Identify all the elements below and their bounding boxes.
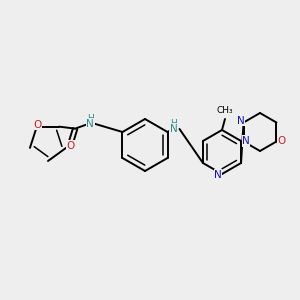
Text: N: N (242, 136, 250, 146)
Text: N: N (86, 118, 94, 129)
Text: O: O (277, 136, 286, 146)
Text: O: O (34, 120, 42, 130)
Text: H: H (170, 119, 177, 128)
Text: N: N (237, 116, 244, 125)
Text: CH₃: CH₃ (217, 106, 233, 115)
Text: N: N (169, 124, 177, 134)
Text: N: N (214, 170, 222, 180)
Text: O: O (66, 141, 74, 151)
Text: H: H (87, 114, 94, 123)
